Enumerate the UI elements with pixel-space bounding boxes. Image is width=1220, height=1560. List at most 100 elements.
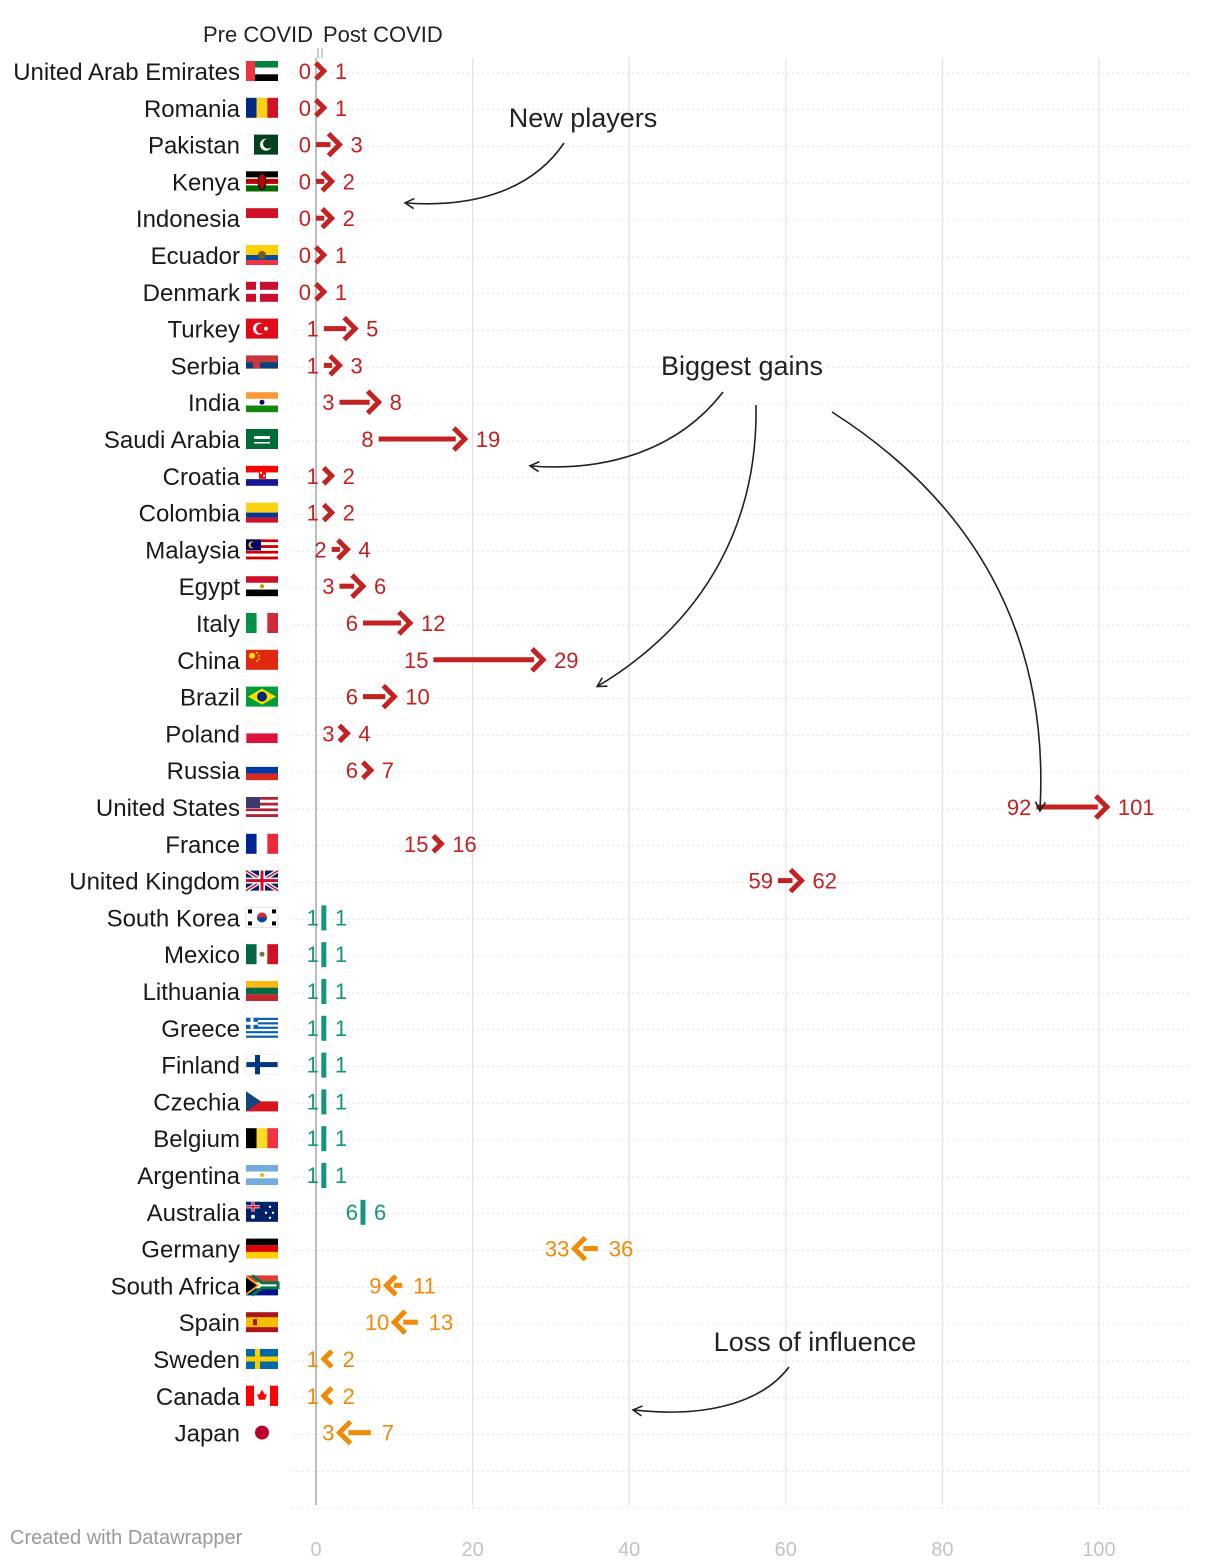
country-label: Lithuania [143, 979, 241, 1006]
row-colombia: Colombia 1 2 [139, 501, 355, 528]
country-label: Egypt [179, 574, 241, 601]
pre-value-label: 1 [307, 1016, 319, 1041]
pre-value-label: 3 [322, 574, 334, 599]
change-arrow-head [320, 1386, 334, 1406]
change-arrow-head [361, 760, 375, 780]
gb-flag-icon [244, 868, 280, 893]
country-label: Italy [196, 611, 240, 638]
row-south-korea: South Korea 1 1 [107, 905, 347, 932]
eg-flag-icon [246, 576, 278, 597]
pre-value-label: 1 [307, 464, 319, 489]
row-germany: Germany 33 36 [141, 1235, 633, 1264]
annotations: New players Biggest gains Loss of influe… [403, 103, 1047, 1417]
change-arrow-head [381, 683, 398, 710]
row-argentina: Argentina 1 1 [137, 1163, 347, 1190]
pre-value-label: 2 [314, 537, 326, 562]
change-arrow-head [326, 131, 344, 158]
country-label: Greece [161, 1016, 240, 1043]
pre-value-label: 13 [429, 1310, 453, 1335]
legend-pre-label: Pre COVID [203, 22, 313, 47]
pre-value-label: 2 [343, 1347, 355, 1372]
pre-value-label: 0 [299, 243, 311, 268]
ru-flag-icon [246, 760, 278, 781]
post-value-label: 1 [335, 280, 347, 305]
post-value-label: 33 [545, 1237, 569, 1262]
pre-value-label: 36 [609, 1237, 633, 1262]
pre-value-label: 1 [307, 317, 319, 342]
x-tick-label: 0 [310, 1539, 321, 1560]
annotation-arrow-loss [631, 1366, 790, 1417]
post-value-label: 1 [335, 905, 347, 930]
pre-value-label: 6 [346, 611, 358, 636]
change-arrow-head [314, 245, 328, 265]
row-united-arab-emirates: United Arab Emirates 0 1 [13, 59, 347, 86]
change-arrow-head [328, 354, 344, 377]
tr-flag-icon [246, 318, 278, 339]
country-label: Spain [179, 1310, 240, 1337]
row-poland: Poland 3 4 [165, 721, 370, 748]
change-arrow-head [570, 1235, 588, 1262]
kr-flag-icon [245, 907, 279, 928]
row-romania: Romania 0 1 [144, 96, 347, 123]
post-value-label: 3 [350, 133, 362, 158]
sa-flag-icon [246, 429, 278, 449]
change-arrow-head [321, 466, 336, 486]
pre-value-label: 8 [361, 427, 373, 452]
dk-flag-icon [246, 281, 278, 302]
post-value-label: 1 [335, 243, 347, 268]
pre-value-label: 6 [346, 758, 358, 783]
post-value-label: 4 [358, 537, 370, 562]
pre-value-label: 1 [307, 1163, 319, 1188]
ca-flag-icon [246, 1385, 278, 1406]
post-value-label: 6 [374, 574, 386, 599]
row-egypt: Egypt 3 6 [179, 573, 386, 601]
change-arrow-head [342, 315, 359, 342]
es-flag-icon [246, 1312, 278, 1333]
post-value-label: 19 [476, 427, 500, 452]
post-value-label: 16 [452, 832, 476, 857]
row-denmark: Denmark 0 1 [143, 280, 347, 307]
post-value-label: 1 [335, 96, 347, 121]
se-flag-icon [246, 1349, 278, 1369]
row-belgium: Belgium 1 1 [153, 1126, 347, 1153]
country-label: South Africa [111, 1273, 241, 1300]
annotation-new-players: New players [509, 103, 658, 133]
x-tick-label: 20 [461, 1539, 483, 1560]
post-value-label: 2 [343, 501, 355, 526]
pre-value-label: 6 [346, 1200, 358, 1225]
change-arrow-head [382, 1274, 398, 1297]
no-change-marker [321, 1126, 327, 1152]
row-kenya: Kenya 0 2 [172, 169, 355, 196]
change-arrow-head [320, 207, 336, 230]
post-value-label: 1 [335, 1126, 347, 1151]
row-france: France 15 16 [165, 832, 476, 859]
change-arrow-head [314, 98, 328, 118]
change-arrow-head [431, 834, 445, 854]
row-indonesia: Indonesia 0 2 [136, 206, 355, 233]
id-flag-icon [246, 208, 278, 229]
no-change-marker [321, 1015, 327, 1041]
country-label: China [177, 648, 240, 675]
country-label: Ecuador [151, 243, 240, 270]
ae-flag-icon [246, 61, 278, 81]
country-label: South Korea [107, 905, 241, 932]
pre-value-label: 0 [299, 169, 311, 194]
pre-value-label: 1 [307, 979, 319, 1004]
pre-value-label: 6 [346, 685, 358, 710]
row-czechia: Czechia 1 1 [153, 1089, 347, 1116]
country-label: Serbia [171, 353, 241, 380]
post-value-label: 7 [382, 758, 394, 783]
country-label: Croatia [163, 464, 241, 491]
country-label: India [188, 390, 241, 417]
pre-value-label: 0 [299, 59, 311, 84]
annotation-loss-of-influence: Loss of influence [714, 1327, 917, 1357]
post-value-label: 12 [421, 611, 445, 636]
post-value-label: 4 [358, 721, 370, 746]
change-arrow-head [321, 502, 336, 523]
row-sweden: Sweden 1 2 [153, 1347, 355, 1374]
za-flag-icon [246, 1274, 280, 1297]
ke-flag-icon [246, 171, 278, 192]
country-label: Indonesia [136, 206, 241, 233]
gr-flag-icon [246, 1017, 278, 1038]
post-value-label: 1 [335, 1089, 347, 1114]
